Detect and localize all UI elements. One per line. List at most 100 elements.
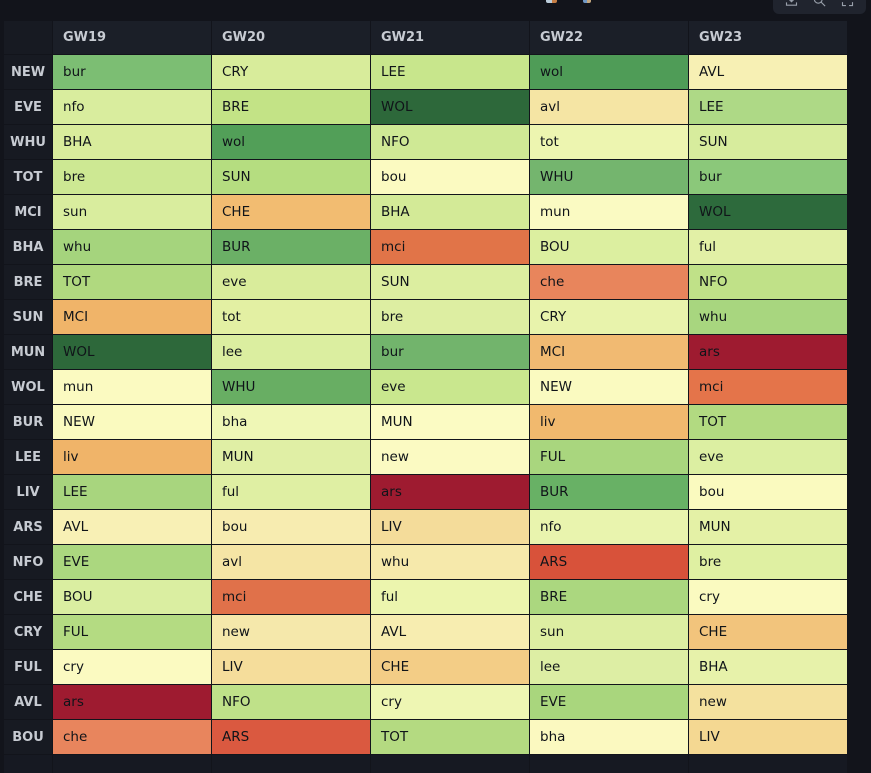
gameweek-header: GW20 bbox=[212, 21, 370, 54]
fixture-cell: AVL bbox=[689, 55, 847, 89]
fixture-cell: BOU bbox=[53, 580, 211, 614]
fixture-cell: NFO bbox=[371, 125, 529, 159]
fixture-cell: bre bbox=[53, 160, 211, 194]
fixture-cell: mci bbox=[212, 580, 370, 614]
fixture-cell: FUL bbox=[530, 440, 688, 474]
fixture-cell: LIV bbox=[371, 510, 529, 544]
fixture-cell: BUR bbox=[212, 230, 370, 264]
fixture-cell: BHA bbox=[689, 650, 847, 684]
fixture-cell: nfo bbox=[53, 90, 211, 124]
download-icon[interactable] bbox=[784, 0, 799, 8]
fixture-cell: ful bbox=[212, 475, 370, 509]
fixture-cell: TOT bbox=[371, 720, 529, 754]
team-label: SUN bbox=[4, 300, 52, 334]
fixture-cell: whu bbox=[689, 300, 847, 334]
empty-row-cell bbox=[53, 755, 211, 773]
fixture-cell: SUN bbox=[689, 125, 847, 159]
fixture-cell: LIV bbox=[212, 650, 370, 684]
fixture-cell: CHE bbox=[689, 615, 847, 649]
fixture-cell: sun bbox=[53, 195, 211, 229]
fixture-cell: WOL bbox=[371, 90, 529, 124]
fixture-cell: new bbox=[371, 440, 529, 474]
gameweek-header: GW23 bbox=[689, 21, 847, 54]
fixture-cell: LEE bbox=[689, 90, 847, 124]
team-label: MUN bbox=[4, 335, 52, 369]
team-label: NFO bbox=[4, 545, 52, 579]
team-label: EVE bbox=[4, 90, 52, 124]
fixture-cell: nfo bbox=[530, 510, 688, 544]
empty-row-cell bbox=[4, 755, 52, 773]
fullscreen-icon[interactable] bbox=[840, 0, 855, 8]
fixture-cell: TOT bbox=[53, 265, 211, 299]
fixture-cell: MCI bbox=[53, 300, 211, 334]
fixture-cell: BRE bbox=[530, 580, 688, 614]
fixture-cell: WHU bbox=[212, 370, 370, 404]
fixture-cell: cry bbox=[689, 580, 847, 614]
fixture-cell: bou bbox=[212, 510, 370, 544]
fixture-cell: bre bbox=[689, 545, 847, 579]
fixture-cell: che bbox=[53, 720, 211, 754]
fixture-cell: mci bbox=[689, 370, 847, 404]
fixture-cell: WOL bbox=[689, 195, 847, 229]
fixture-cell: ars bbox=[371, 475, 529, 509]
fixture-cell: BOU bbox=[530, 230, 688, 264]
fixture-cell: TOT bbox=[689, 405, 847, 439]
fixture-cell: SUN bbox=[212, 160, 370, 194]
fixture-cell: LIV bbox=[689, 720, 847, 754]
team-label: ARS bbox=[4, 510, 52, 544]
fixture-cell: avl bbox=[212, 545, 370, 579]
fixture-cell: avl bbox=[530, 90, 688, 124]
fixture-cell: ars bbox=[53, 685, 211, 719]
fixture-cell: bou bbox=[689, 475, 847, 509]
fixture-cell: eve bbox=[689, 440, 847, 474]
title-fragment bbox=[583, 0, 591, 3]
fixture-cell: new bbox=[689, 685, 847, 719]
fixture-cell: SUN bbox=[371, 265, 529, 299]
fixture-cell: NEW bbox=[530, 370, 688, 404]
fixture-cell: EVE bbox=[530, 685, 688, 719]
team-label: CRY bbox=[4, 615, 52, 649]
search-icon[interactable] bbox=[812, 0, 827, 8]
empty-row-cell bbox=[212, 755, 370, 773]
team-label: TOT bbox=[4, 160, 52, 194]
team-label: WHU bbox=[4, 125, 52, 159]
team-label: BOU bbox=[4, 720, 52, 754]
team-label: CHE bbox=[4, 580, 52, 614]
team-label: WOL bbox=[4, 370, 52, 404]
fixture-cell: BUR bbox=[530, 475, 688, 509]
fixture-cell: ARS bbox=[212, 720, 370, 754]
fixture-cell: MUN bbox=[371, 405, 529, 439]
fixture-cell: LEE bbox=[371, 55, 529, 89]
fixture-cell: liv bbox=[530, 405, 688, 439]
fixture-cell: CRY bbox=[212, 55, 370, 89]
fixture-cell: BHA bbox=[371, 195, 529, 229]
fixture-cell: tot bbox=[530, 125, 688, 159]
fixture-cell: new bbox=[212, 615, 370, 649]
team-label: MCI bbox=[4, 195, 52, 229]
team-label: LIV bbox=[4, 475, 52, 509]
fixture-cell: CHE bbox=[212, 195, 370, 229]
fixture-cell: whu bbox=[371, 545, 529, 579]
fixture-cell: bha bbox=[212, 405, 370, 439]
chart-toolbar bbox=[773, 0, 866, 14]
fixture-cell: NFO bbox=[689, 265, 847, 299]
fixture-cell: EVE bbox=[53, 545, 211, 579]
fixture-cell: wol bbox=[530, 55, 688, 89]
fixture-cell: CRY bbox=[530, 300, 688, 334]
fixture-cell: NEW bbox=[53, 405, 211, 439]
fixture-cell: NFO bbox=[212, 685, 370, 719]
fixture-cell: cry bbox=[371, 685, 529, 719]
fixture-cell: bur bbox=[371, 335, 529, 369]
fixture-cell: ful bbox=[371, 580, 529, 614]
fixture-cell: AVL bbox=[53, 510, 211, 544]
fixture-cell: bre bbox=[371, 300, 529, 334]
fixture-table: GW19 GW20 GW21 GW22 GW23 NEW bur CRY LEE wol AVL EV… bbox=[4, 21, 847, 773]
fixture-cell: bur bbox=[53, 55, 211, 89]
fixture-cell: mun bbox=[53, 370, 211, 404]
fixture-cell: tot bbox=[212, 300, 370, 334]
empty-row-cell bbox=[530, 755, 688, 773]
fixture-cell: eve bbox=[212, 265, 370, 299]
fixture-cell: mun bbox=[530, 195, 688, 229]
fixture-cell: LEE bbox=[53, 475, 211, 509]
